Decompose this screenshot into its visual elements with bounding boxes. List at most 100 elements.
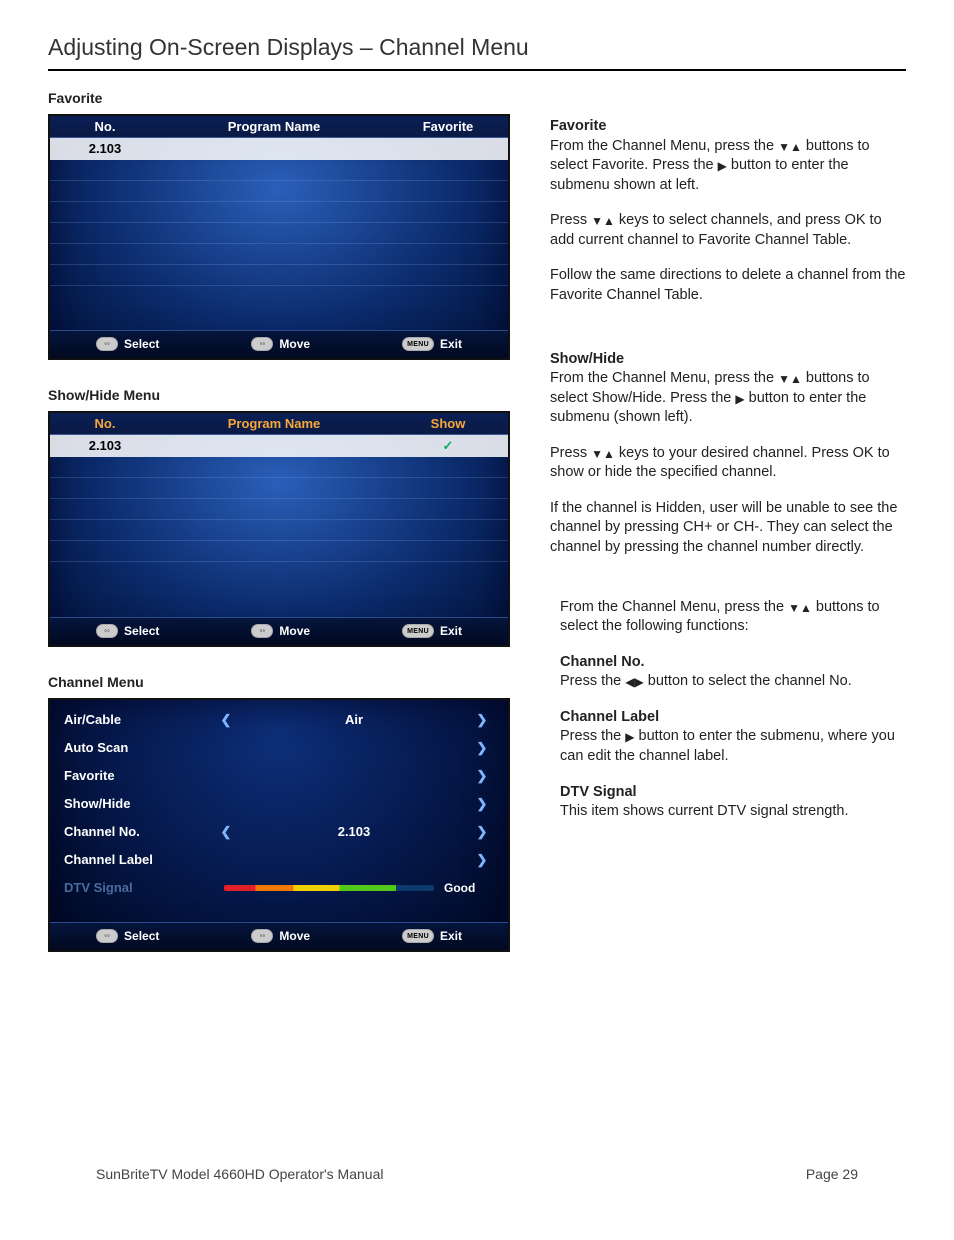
right-column: Favorite From the Channel Menu, press th… [550, 89, 906, 978]
favorite-row[interactable]: 2.103 [50, 138, 508, 160]
showhide-footer: ◦◦ Select ◦◦ Move MENU Exit [50, 617, 508, 645]
channel-label-p: Press the ▶ button to enter the submenu,… [560, 727, 906, 766]
chevron-right-icon[interactable]: ❯ [470, 767, 494, 785]
channel-menu-screenshot: Air/Cable❮Air❯Auto Scan❯Favorite❯Show/Hi… [48, 698, 510, 952]
left-icon: ◀ [625, 676, 634, 688]
col-favorite: Favorite [388, 118, 508, 136]
chevron-right-icon[interactable]: ❯ [470, 795, 494, 813]
col-no: No. [50, 415, 160, 433]
signal-bar [224, 885, 434, 891]
leftright-icon: ◦◦ [251, 337, 273, 351]
favorite-heading: Favorite [550, 117, 906, 137]
showhide-p1: From the Channel Menu, press the ▼▲ butt… [550, 369, 906, 428]
down-icon: ▼ [778, 373, 790, 385]
up-icon: ▲ [800, 602, 812, 614]
select-hint: ◦◦ Select [96, 928, 159, 944]
right-icon: ▶ [635, 676, 644, 688]
channel-label-heading: Channel Label [560, 708, 906, 728]
updown-icon: ◦◦ [96, 929, 118, 943]
row-no: 2.103 [50, 140, 160, 158]
col-show: Show [388, 415, 508, 433]
col-program: Program Name [160, 415, 388, 433]
showhide-p2: Press ▼▲ keys to your desired channel. P… [550, 444, 906, 483]
favorite-p1: From the Channel Menu, press the ▼▲ butt… [550, 137, 906, 196]
exit-hint: MENU Exit [402, 623, 462, 639]
page-footer: SunBriteTV Model 4660HD Operator's Manua… [96, 1165, 858, 1184]
menu-row[interactable]: Show/Hide ❯ [50, 790, 508, 818]
down-icon: ▼ [778, 141, 790, 153]
updown-icon: ◦◦ [96, 624, 118, 638]
row-no: 2.103 [50, 437, 160, 455]
menu-row[interactable]: Favorite ❯ [50, 762, 508, 790]
move-hint: ◦◦ Move [251, 928, 310, 944]
up-icon: ▲ [603, 215, 615, 227]
menu-row[interactable]: Channel No.❮2.103❯ [50, 818, 508, 846]
chevron-right-icon[interactable]: ❯ [470, 739, 494, 757]
showhide-section-label: Show/Hide Menu [48, 386, 510, 405]
move-hint: ◦◦ Move [251, 623, 310, 639]
right-icon: ▶ [625, 731, 634, 743]
exit-hint: MENU Exit [402, 928, 462, 944]
down-icon: ▼ [591, 215, 603, 227]
check-icon: ✓ [388, 437, 508, 455]
menu-row-label: Favorite [64, 767, 214, 785]
down-icon: ▼ [788, 602, 800, 614]
channel-no-heading: Channel No. [560, 653, 906, 673]
footer-left: SunBriteTV Model 4660HD Operator's Manua… [96, 1165, 383, 1184]
select-hint: ◦◦ Select [96, 623, 159, 639]
menu-icon: MENU [402, 624, 434, 638]
up-icon: ▲ [790, 141, 802, 153]
menu-row[interactable]: Auto Scan ❯ [50, 734, 508, 762]
down-icon: ▼ [591, 448, 603, 460]
favorite-footer: ◦◦ Select ◦◦ Move MENU Exit [50, 330, 508, 358]
right-icon: ▶ [718, 160, 727, 172]
showhide-screenshot: No. Program Name Show 2.103 ✓ ◦◦ Selec [48, 411, 510, 647]
showhide-heading: Show/Hide [550, 350, 906, 370]
footer-right: Page 29 [806, 1165, 858, 1184]
showhide-p3: If the channel is Hidden, user will be u… [550, 499, 906, 558]
up-icon: ▲ [790, 373, 802, 385]
showhide-row[interactable]: 2.103 ✓ [50, 435, 508, 457]
chevron-left-icon[interactable]: ❮ [214, 711, 238, 729]
left-column: Favorite No. Program Name Favorite 2.103 [48, 89, 510, 978]
menu-row[interactable]: Air/Cable❮Air❯ [50, 706, 508, 734]
updown-icon: ◦◦ [96, 337, 118, 351]
dtv-signal-label: DTV Signal [64, 879, 214, 897]
col-no: No. [50, 118, 160, 136]
menu-row-value: Air [238, 711, 470, 729]
chevron-right-icon[interactable]: ❯ [470, 851, 494, 869]
menu-row-label: Air/Cable [64, 711, 214, 729]
menu-row-value: 2.103 [238, 823, 470, 841]
chevron-right-icon[interactable]: ❯ [470, 823, 494, 841]
favorite-p3: Follow the same directions to delete a c… [550, 266, 906, 305]
favorite-section-label: Favorite [48, 89, 510, 108]
channel-menu-footer: ◦◦ Select ◦◦ Move MENU Exit [50, 922, 508, 950]
exit-hint: MENU Exit [402, 336, 462, 352]
menu-row-label: Auto Scan [64, 739, 214, 757]
chevron-right-icon[interactable]: ❯ [470, 711, 494, 729]
menu-row-label: Channel No. [64, 823, 214, 841]
select-hint: ◦◦ Select [96, 336, 159, 352]
favorite-p2: Press ▼▲ keys to select channels, and pr… [550, 211, 906, 250]
right-icon: ▶ [735, 393, 744, 405]
channelmenu-intro: From the Channel Menu, press the ▼▲ butt… [560, 598, 906, 637]
dtv-signal-heading: DTV Signal [560, 783, 906, 803]
up-icon: ▲ [603, 448, 615, 460]
leftright-icon: ◦◦ [251, 929, 273, 943]
menu-row-label: Channel Label [64, 851, 214, 869]
menu-icon: MENU [402, 929, 434, 943]
move-hint: ◦◦ Move [251, 336, 310, 352]
favorite-screenshot: No. Program Name Favorite 2.103 ◦◦ Se [48, 114, 510, 360]
menu-row[interactable]: Channel Label ❯ [50, 846, 508, 874]
leftright-icon: ◦◦ [251, 624, 273, 638]
chevron-left-icon[interactable]: ❮ [214, 823, 238, 841]
page-title: Adjusting On-Screen Displays – Channel M… [48, 32, 906, 71]
signal-value: Good [444, 880, 494, 896]
dtv-signal-p: This item shows current DTV signal stren… [560, 802, 906, 822]
channel-no-p: Press the ◀▶ button to select the channe… [560, 672, 906, 692]
menu-icon: MENU [402, 337, 434, 351]
menu-row-label: Show/Hide [64, 795, 214, 813]
col-program: Program Name [160, 118, 388, 136]
channel-menu-section-label: Channel Menu [48, 673, 510, 692]
dtv-signal-row: DTV Signal Good [50, 874, 508, 902]
